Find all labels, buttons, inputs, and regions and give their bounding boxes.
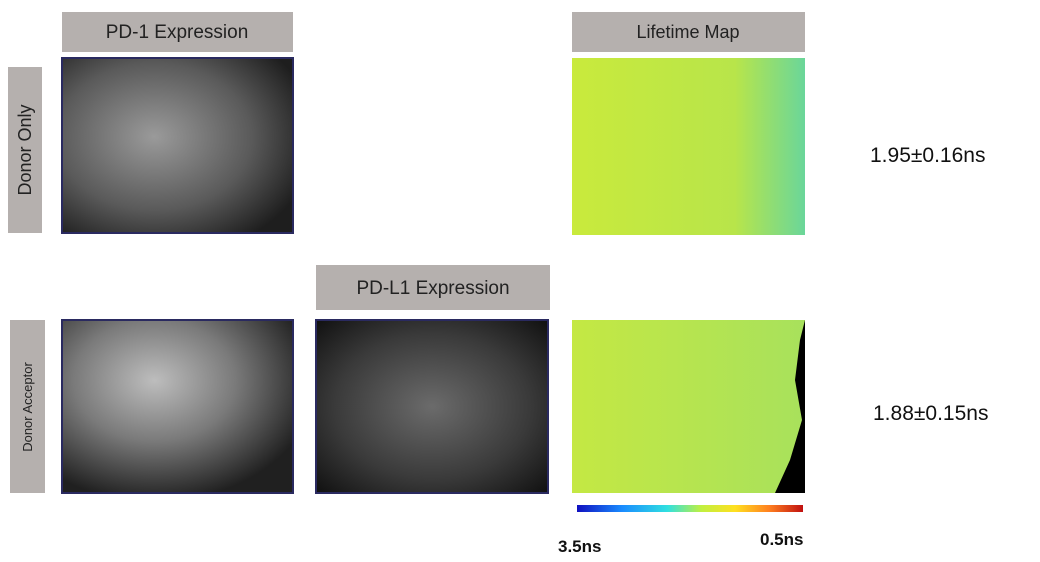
lifetime-value: 1.95±0.16ns bbox=[870, 144, 985, 167]
colorbar-label: 0.5ns bbox=[760, 530, 803, 549]
colorbar-label: 3.5ns bbox=[558, 537, 601, 556]
figure: PD-1 Expression Lifetime Map PD-L1 Expre… bbox=[0, 0, 1040, 557]
page: PD-1 Expression Lifetime Map PD-L1 Expre… bbox=[0, 0, 1040, 557]
lifetime-map bbox=[572, 320, 805, 493]
colorbar bbox=[577, 505, 803, 512]
row-label: Donor Acceptor bbox=[20, 362, 35, 452]
micrograph bbox=[62, 320, 293, 493]
lifetime-map bbox=[572, 58, 805, 235]
micrograph bbox=[62, 58, 293, 233]
column-header: PD-L1 Expression bbox=[356, 278, 509, 299]
column-header: Lifetime Map bbox=[636, 22, 739, 42]
micrograph bbox=[316, 320, 548, 493]
column-header: PD-1 Expression bbox=[106, 22, 249, 43]
lifetime-value: 1.88±0.15ns bbox=[873, 402, 988, 425]
row-label: Donor Only bbox=[15, 104, 35, 195]
